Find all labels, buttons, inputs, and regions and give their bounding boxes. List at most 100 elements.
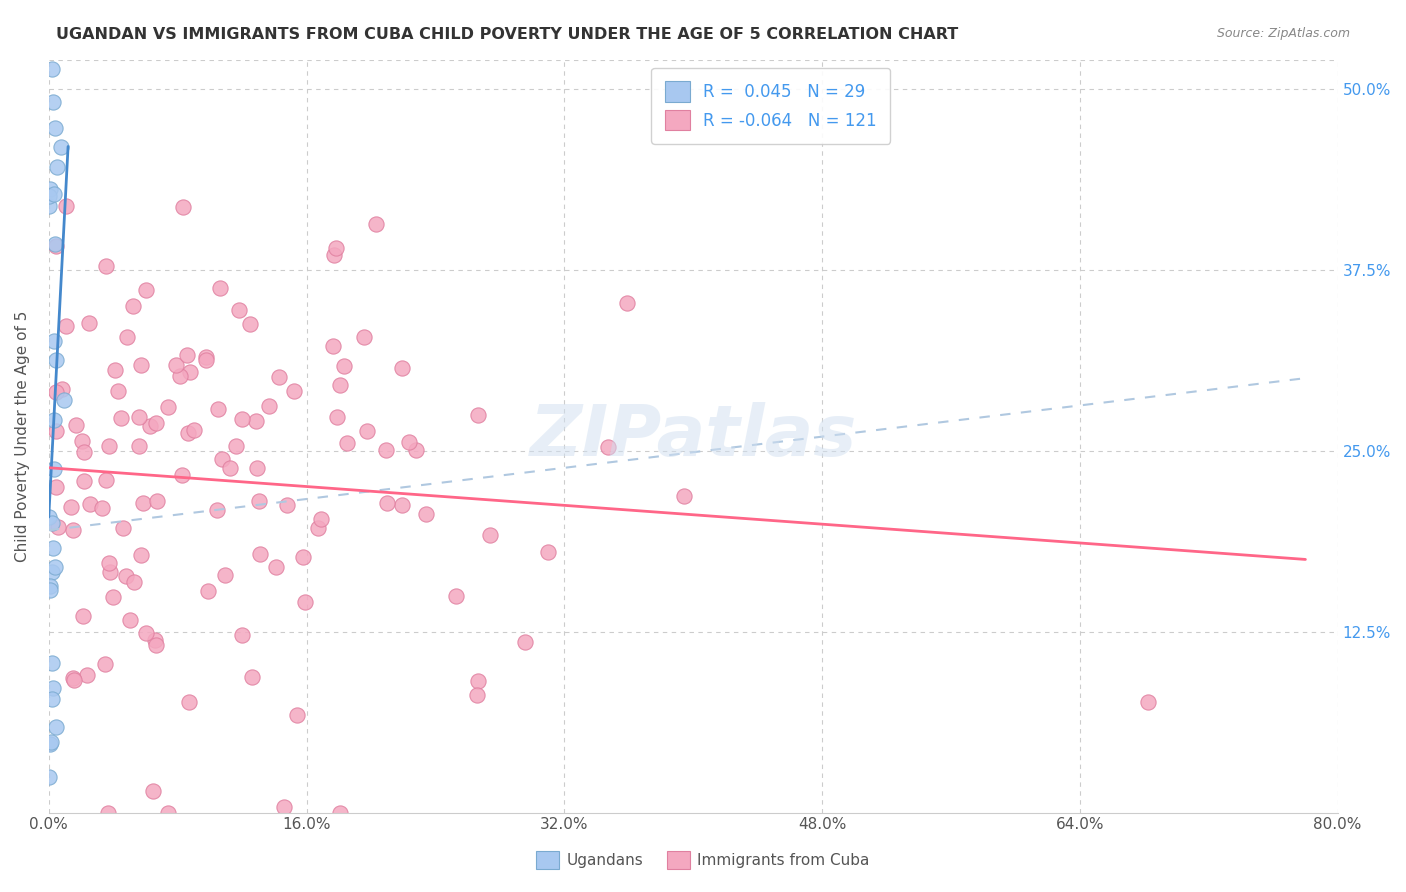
- Point: [375, 496, 398, 510]
- Point: [103, 590, 125, 604]
- Point: [513, 635, 536, 649]
- Point: [276, 499, 298, 513]
- Point: [110, 411, 132, 425]
- Point: [283, 384, 305, 398]
- Point: [115, 330, 138, 344]
- Point: [353, 330, 375, 344]
- Point: [42, 413, 65, 427]
- Point: [38, 181, 60, 195]
- Point: [128, 439, 150, 453]
- Point: [142, 784, 165, 798]
- Point: [44, 560, 66, 574]
- Point: [52, 393, 75, 408]
- Point: [45, 480, 67, 494]
- Point: [59, 500, 82, 514]
- Point: [391, 360, 413, 375]
- Point: [128, 410, 150, 425]
- Point: [267, 370, 290, 384]
- Point: [104, 363, 127, 377]
- Point: [307, 521, 329, 535]
- Point: [323, 247, 346, 261]
- Point: [115, 569, 138, 583]
- Point: [183, 423, 205, 437]
- Point: [45, 384, 67, 399]
- Point: [257, 399, 280, 413]
- Point: [38, 579, 60, 593]
- Text: ZIPatlas: ZIPatlas: [530, 401, 856, 471]
- Point: [273, 799, 295, 814]
- Point: [62, 671, 84, 685]
- Point: [325, 241, 347, 255]
- Point: [309, 512, 332, 526]
- Point: [145, 416, 167, 430]
- Point: [41, 656, 63, 670]
- Point: [364, 217, 387, 231]
- Point: [70, 434, 93, 448]
- Point: [98, 439, 121, 453]
- Point: [177, 695, 200, 709]
- Point: [39, 582, 62, 597]
- Point: [44, 187, 66, 202]
- Point: [398, 434, 420, 449]
- Point: [132, 496, 155, 510]
- Point: [322, 339, 344, 353]
- Point: [294, 595, 316, 609]
- Point: [62, 523, 84, 537]
- Point: [596, 440, 619, 454]
- Point: [207, 402, 229, 417]
- Point: [111, 521, 134, 535]
- Point: [446, 589, 468, 603]
- Point: [73, 444, 96, 458]
- Point: [240, 670, 263, 684]
- Point: [94, 657, 117, 671]
- Legend: Ugandans, Immigrants from Cuba: Ugandans, Immigrants from Cuba: [530, 845, 876, 875]
- Point: [44, 121, 66, 136]
- Point: [249, 547, 271, 561]
- Point: [94, 259, 117, 273]
- Point: [143, 633, 166, 648]
- Point: [107, 384, 129, 398]
- Point: [177, 426, 200, 441]
- Point: [465, 688, 488, 702]
- Point: [42, 462, 65, 476]
- Point: [42, 541, 65, 555]
- Point: [38, 188, 60, 202]
- Point: [38, 199, 60, 213]
- Point: [326, 410, 349, 425]
- Point: [176, 348, 198, 362]
- Point: [41, 681, 63, 696]
- Point: [157, 805, 180, 820]
- Point: [329, 378, 352, 392]
- Point: [285, 707, 308, 722]
- Y-axis label: Child Poverty Under the Age of 5: Child Poverty Under the Age of 5: [15, 310, 30, 562]
- Point: [41, 565, 63, 579]
- Point: [231, 628, 253, 642]
- Point: [79, 497, 101, 511]
- Point: [120, 613, 142, 627]
- Point: [98, 566, 121, 580]
- Point: [42, 95, 65, 109]
- Point: [46, 520, 69, 534]
- Point: [246, 461, 269, 475]
- Point: [129, 358, 152, 372]
- Point: [45, 353, 67, 368]
- Point: [135, 626, 157, 640]
- Point: [65, 417, 87, 432]
- Point: [170, 468, 193, 483]
- Point: [391, 498, 413, 512]
- Point: [55, 199, 77, 213]
- Point: [1136, 695, 1159, 709]
- Point: [41, 691, 63, 706]
- Point: [195, 352, 218, 367]
- Point: [673, 489, 696, 503]
- Point: [55, 319, 77, 334]
- Text: UGANDAN VS IMMIGRANTS FROM CUBA CHILD POVERTY UNDER THE AGE OF 5 CORRELATION CHA: UGANDAN VS IMMIGRANTS FROM CUBA CHILD PO…: [56, 27, 959, 42]
- Point: [51, 382, 73, 396]
- Point: [247, 494, 270, 508]
- Point: [156, 401, 179, 415]
- Point: [76, 667, 98, 681]
- Point: [45, 720, 67, 734]
- Point: [41, 62, 63, 76]
- Point: [62, 673, 84, 687]
- Point: [45, 424, 67, 438]
